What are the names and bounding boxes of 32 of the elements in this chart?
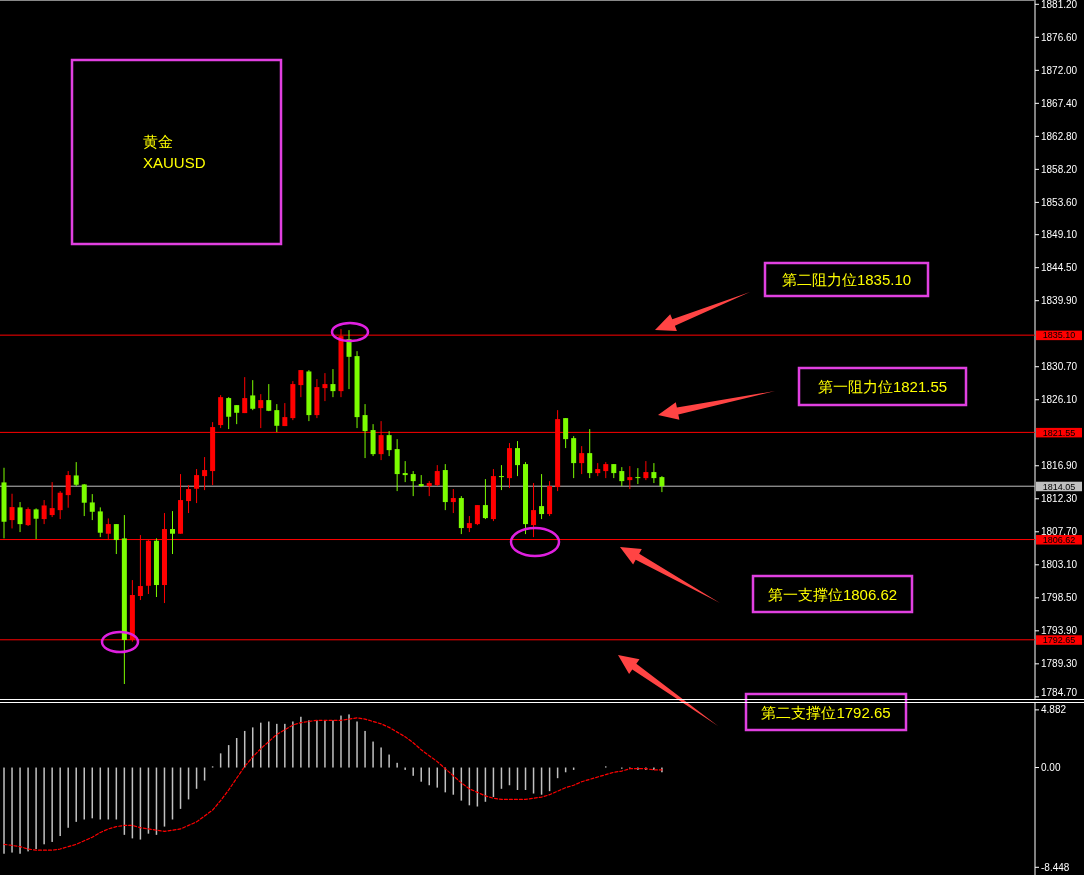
y-tick-label: 1862.80 [1041,130,1078,142]
y-tick-label: 0.00 [1041,762,1061,774]
text: 黄金 [143,133,173,150]
y-tick-label: -8.448 [1041,861,1070,873]
y-tick-label: 1826.10 [1041,394,1078,406]
annotation: 第一支撑位1806.62 [767,585,898,603]
y-tick-label: 1830.70 [1041,361,1078,373]
y-tick-label: 1793.90 [1041,625,1078,637]
y-tick-label: 1839.90 [1041,295,1078,307]
y-tick-label: 1849.10 [1041,229,1078,241]
y-tick-label: 1867.40 [1041,97,1078,109]
annotation: 第一阻力位1821.55 [817,378,948,395]
y-tick-label: 1844.50 [1041,262,1078,274]
y-tick-label: 1853.60 [1041,196,1078,208]
y-tick-label: 1812.30 [1041,493,1078,505]
annotation: 第二支撑位1792.65 [761,703,891,721]
y-tick-label: 1881.20 [1041,0,1078,10]
ref-line-label: 1835.10 [1042,330,1076,341]
ref-line-label: 1814.05 [1042,481,1076,492]
y-tick-label: 1784.70 [1041,687,1078,698]
ref-line-label: 1792.65 [1042,635,1076,646]
y-tick-label: 4.882 [1041,704,1067,716]
y-tick-label: 1803.10 [1041,559,1078,571]
y-tick-label: 1876.60 [1041,31,1078,43]
y-tick-label: 1789.30 [1041,658,1078,670]
y-tick-label: 1858.20 [1041,163,1078,175]
text: XAUUSD [143,154,206,171]
y-tick-label: 1798.50 [1041,592,1078,604]
ref-line-label: 1821.55 [1042,427,1076,438]
y-tick-label: 1816.90 [1041,460,1078,472]
y-tick-label: 1872.00 [1041,64,1078,76]
annotation: 第二阻力位1835.10 [781,271,912,288]
